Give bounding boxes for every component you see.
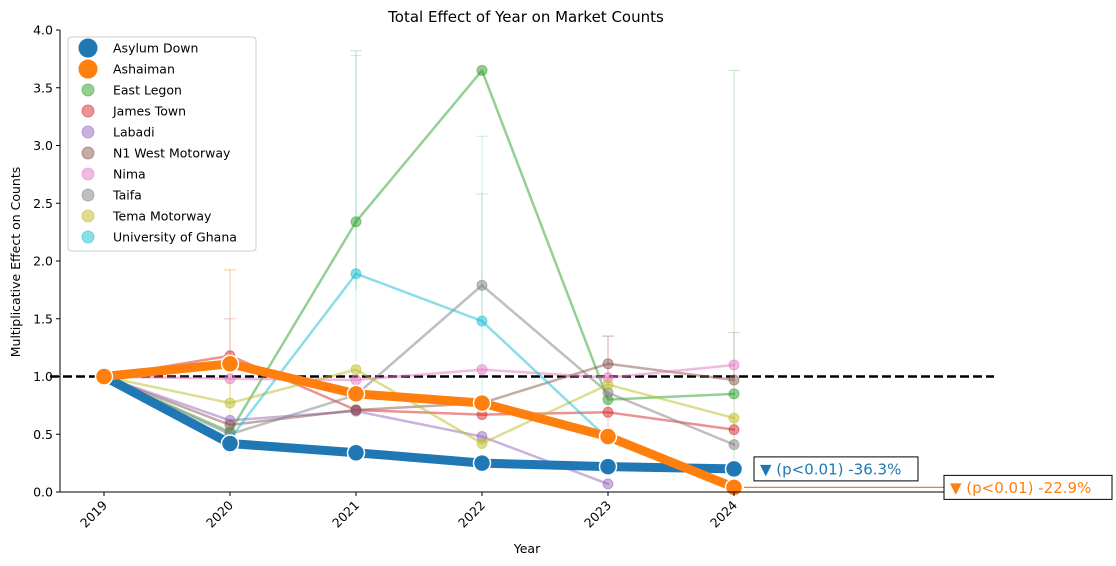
series-line xyxy=(102,363,736,382)
y-tick-label: 0.0 xyxy=(33,485,53,500)
data-point xyxy=(476,315,488,327)
x-tick-label: 2022 xyxy=(455,498,488,531)
legend-marker-james-town xyxy=(81,104,95,118)
data-point xyxy=(728,424,740,436)
legend-marker-tema-motorway xyxy=(81,209,95,223)
legend-marker-ashaiman xyxy=(78,59,98,79)
x-axis-label: Year xyxy=(513,541,541,556)
data-point xyxy=(476,437,488,449)
series-line xyxy=(102,284,736,446)
data-point xyxy=(346,384,366,404)
data-point xyxy=(476,364,488,376)
data-point xyxy=(224,397,236,409)
data-point xyxy=(602,358,614,370)
data-point xyxy=(224,373,236,385)
series-line xyxy=(102,368,736,445)
legend-label-taifa: Taifa xyxy=(112,188,142,203)
legend-label-asylum-down: Asylum Down xyxy=(113,41,198,56)
y-tick-label: 3.0 xyxy=(33,138,53,153)
series-layer xyxy=(94,64,744,497)
data-point xyxy=(602,379,614,391)
data-point xyxy=(350,404,362,416)
annotation-box-ashaiman xyxy=(943,474,1113,500)
data-point xyxy=(220,354,240,374)
x-tick-label: 2021 xyxy=(329,498,362,531)
data-point xyxy=(728,388,740,400)
data-point xyxy=(728,359,740,371)
legend-label-n1-west-motorway: N1 West Motorway xyxy=(113,146,231,161)
legend-marker-asylum-down xyxy=(78,38,98,58)
data-point xyxy=(350,374,362,386)
legend-marker-labadi xyxy=(81,125,95,139)
data-point xyxy=(728,412,740,424)
data-point xyxy=(346,443,366,462)
y-tick-label: 0.5 xyxy=(33,427,53,442)
y-tick-label: 1.0 xyxy=(33,369,53,384)
legend: Asylum Down Ashaiman East Legon James Town L… xyxy=(67,36,257,252)
data-point xyxy=(728,374,740,386)
data-point xyxy=(350,216,362,228)
data-point xyxy=(472,393,492,413)
y-tick-label: 3.5 xyxy=(33,80,53,95)
series-line xyxy=(99,359,739,492)
y-axis-label: Multiplicative Effect on Counts xyxy=(8,167,23,358)
data-point xyxy=(728,439,740,451)
legend-marker-east-legon xyxy=(81,83,95,97)
annotation-box-asylum-down xyxy=(753,456,919,482)
data-point xyxy=(224,419,236,431)
x-tick-label: 2023 xyxy=(581,498,614,531)
error-bar-layer xyxy=(224,50,740,492)
x-tick-label: 2024 xyxy=(707,497,740,530)
series-line xyxy=(102,354,736,431)
data-point xyxy=(476,279,488,291)
data-point xyxy=(724,459,744,479)
annotation-text-asylum-down: ▼ (p<0.01) -36.3% xyxy=(760,460,901,478)
annotations: ▼ (p<0.01) -36.3% ▼ (p<0.01) -22.9% xyxy=(744,456,1113,500)
legend-box xyxy=(67,36,257,252)
data-point xyxy=(598,427,618,446)
legend-label-nima: Nima xyxy=(113,167,146,182)
y-tick-label: 4.0 xyxy=(33,23,53,38)
data-point xyxy=(602,406,614,418)
x-tick-label: 2019 xyxy=(77,497,110,530)
chart-title: Total Effect of Year on Market Counts xyxy=(387,8,664,26)
x-tick-label: 2020 xyxy=(203,497,236,530)
legend-marker-university-of-ghana xyxy=(81,230,95,244)
legend-marker-nima xyxy=(81,167,95,181)
y-tick-label: 2.5 xyxy=(33,196,53,211)
data-point xyxy=(220,434,240,453)
legend-label-university-of-ghana: University of Ghana xyxy=(113,230,237,245)
data-point xyxy=(350,364,362,376)
legend-label-labadi: Labadi xyxy=(113,125,155,140)
data-point xyxy=(350,268,362,280)
data-point xyxy=(476,64,488,76)
data-point xyxy=(94,367,114,386)
legend-marker-taifa xyxy=(81,188,95,202)
y-tick-label: 2.0 xyxy=(33,254,53,269)
y-tick-label: 1.5 xyxy=(33,311,53,326)
data-point xyxy=(602,478,614,490)
data-point xyxy=(472,453,492,473)
legend-label-ashaiman: Ashaiman xyxy=(113,62,175,77)
legend-label-east-legon: East Legon xyxy=(113,83,182,98)
series-line xyxy=(102,69,736,434)
annotation-text-ashaiman: ▼ (p<0.01) -22.9% xyxy=(950,479,1091,497)
legend-marker-n1-west-motorway xyxy=(81,146,95,160)
data-point xyxy=(598,457,618,476)
legend-label-tema-motorway: Tema Motorway xyxy=(112,209,212,224)
legend-label-james-town: James Town xyxy=(112,104,186,119)
series-line xyxy=(99,372,739,474)
